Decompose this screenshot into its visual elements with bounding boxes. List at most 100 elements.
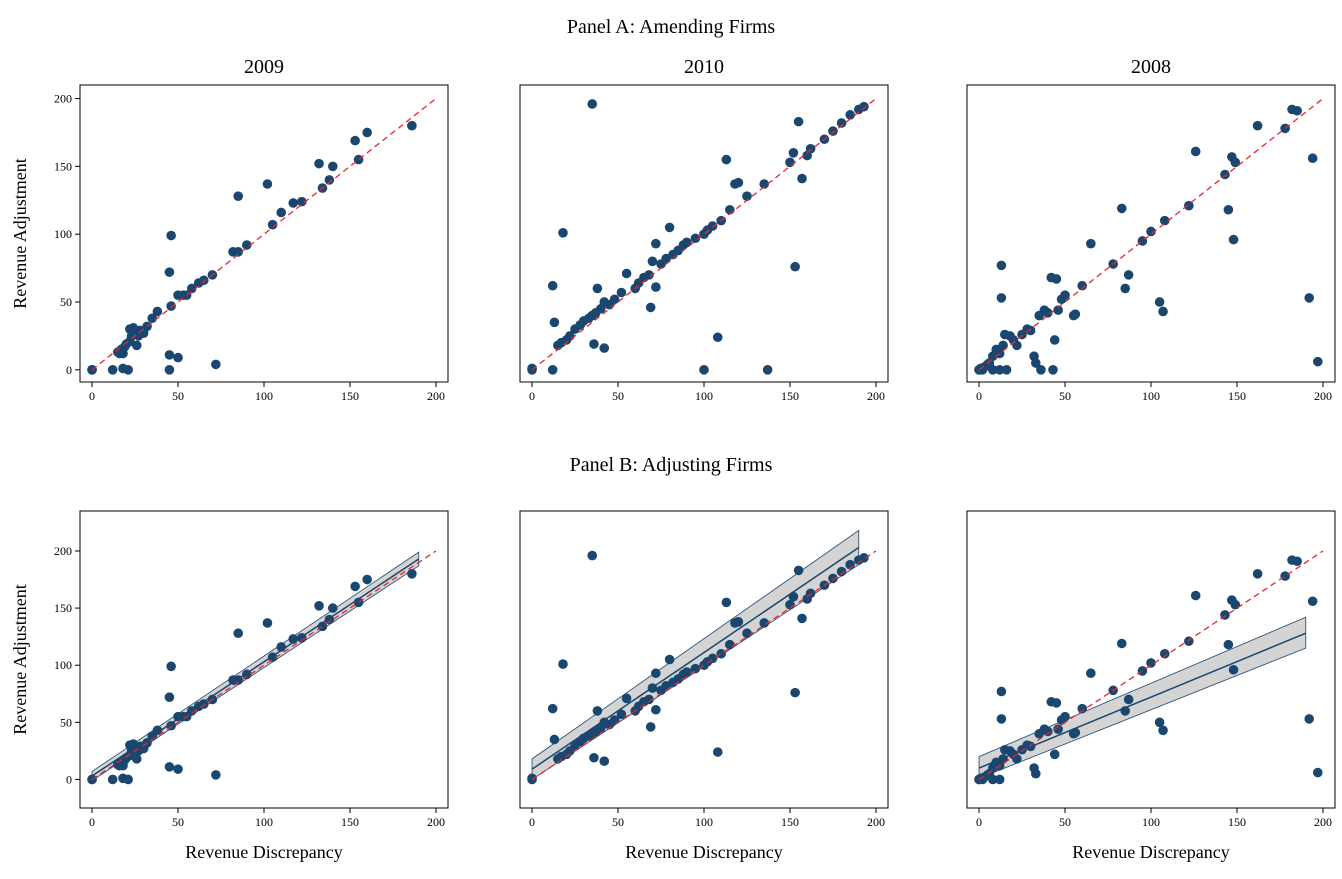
point [1137,666,1148,676]
point [233,247,244,257]
point [1070,727,1081,738]
point [317,621,328,632]
x-tick-label: 150 [781,389,799,403]
y-axis-label: Revenue Adjustment [10,158,30,308]
reference-line [531,98,877,371]
point [589,339,599,349]
point [1190,590,1201,601]
point [288,634,299,644]
point [790,261,800,272]
chart-title: 2008 [1131,56,1171,78]
point [549,317,560,328]
panel-title: Panel A: Amending Firms [567,16,776,38]
point [1051,698,1062,708]
point [1184,200,1194,211]
point [1304,293,1315,303]
point [644,270,654,280]
point [651,704,661,715]
point [1313,767,1323,778]
x-tick-label: 200 [867,389,885,403]
x-tick-label: 0 [976,815,982,829]
point [242,240,252,250]
point [1220,169,1230,180]
point [166,230,176,241]
point [1159,215,1170,226]
point [164,350,175,360]
point [651,668,661,679]
point [1053,724,1063,734]
chart-title: 2010 [684,56,724,78]
y-tick-label: 50 [60,295,72,309]
point [721,597,732,608]
point [1307,596,1318,607]
point [994,364,1005,375]
y-tick-label: 100 [54,658,72,672]
point [276,642,286,652]
point [742,191,752,202]
point [647,683,658,693]
point [998,754,1008,764]
x-tick-label: 50 [1059,389,1071,403]
point [742,628,752,639]
point [644,694,654,705]
point [621,268,632,279]
point [186,283,197,294]
point [324,175,335,185]
x-tick-label: 200 [427,389,445,403]
point [166,301,176,311]
point [1146,658,1156,668]
point [1228,234,1239,245]
point [996,686,1007,697]
point [797,613,807,624]
point [211,770,221,780]
point [785,157,795,168]
point [558,659,568,669]
x-tick-label: 0 [529,815,535,829]
x-tick-label: 100 [255,815,273,829]
point [1313,356,1323,367]
point [836,566,847,577]
x-tick-label: 50 [1059,815,1071,829]
point [1292,556,1302,567]
point [142,738,152,748]
y-tick-label: 150 [54,159,72,173]
point [131,754,142,764]
point [592,283,603,294]
point [759,179,769,189]
point [147,313,158,324]
x-tick-label: 50 [172,815,184,829]
point [682,237,692,248]
point [276,207,286,218]
x-tick-label: 100 [695,389,713,403]
point [1123,270,1134,280]
x-tick-label: 200 [1314,389,1332,403]
point [1025,325,1036,336]
x-tick-label: 150 [341,389,359,403]
point [759,618,769,628]
point [1043,308,1053,318]
x-tick-label: 50 [172,389,184,403]
point [1060,711,1070,722]
point [233,628,244,639]
point [1030,358,1041,368]
x-tick-label: 200 [867,815,885,829]
point [664,654,675,665]
point [1154,717,1165,728]
y-axis-label: Revenue Adjustment [10,584,30,734]
point [327,603,338,613]
point [173,352,183,363]
point [1123,694,1134,705]
point [996,714,1007,724]
point [836,118,847,128]
x-tick-label: 150 [1228,389,1246,403]
point [173,764,183,774]
point [1086,238,1096,249]
point [242,669,252,680]
point [547,280,558,291]
point [1077,280,1088,291]
point [859,101,869,112]
point [1120,706,1131,716]
point [1086,668,1096,679]
y-tick-label: 150 [54,601,72,615]
point [1012,340,1022,351]
